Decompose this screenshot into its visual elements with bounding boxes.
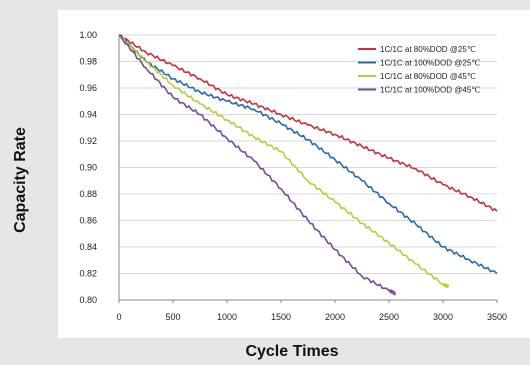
x-tick-label: 3000 [433, 312, 453, 322]
x-tick-label: 1500 [271, 312, 291, 322]
legend: 1C/1C at 80%DOD @25℃ 1C/1C at 100%DOD @25… [358, 45, 480, 95]
x-tick-label: 500 [165, 312, 180, 322]
y-tick-label: 0.82 [79, 269, 97, 279]
x-tick-label: 0 [116, 312, 121, 322]
x-tick-label: 1000 [217, 312, 237, 322]
series-line-3 [118, 34, 450, 288]
series-line-4 [118, 34, 397, 296]
y-tick-label: 0.86 [79, 216, 97, 226]
y-tick-label: 0.84 [79, 242, 97, 252]
y-tick-label: 0.92 [79, 136, 97, 146]
legend-label: 1C/1C at 100%DOD @45℃ [380, 86, 480, 95]
series-lines [118, 34, 498, 296]
y-axis-title: Capacity Rate [12, 127, 29, 233]
y-tick-label: 0.88 [79, 189, 97, 199]
y-tick-label: 0.98 [79, 57, 97, 67]
y-tick-label: 0.96 [79, 83, 97, 93]
chart-panel [58, 10, 530, 338]
legend-label: 1C/1C at 80%DOD @25℃ [380, 45, 476, 54]
series-line-1 [118, 34, 498, 212]
series-line-2 [118, 34, 498, 275]
tick-labels: 1.00 0.98 0.96 0.94 0.92 0.90 0.88 0.86 0.84 0.82… [79, 30, 507, 322]
x-tick-label: 3500 [487, 312, 507, 322]
legend-label: 1C/1C at 100%DOD @25℃ [380, 59, 480, 68]
x-tick-label: 2500 [379, 312, 399, 322]
x-tick-label: 2000 [325, 312, 345, 322]
y-tick-label: 0.94 [79, 110, 97, 120]
y-tick-label: 1.00 [79, 30, 97, 40]
legend-label: 1C/1C at 80%DOD @45℃ [380, 72, 476, 81]
y-tick-label: 0.90 [79, 163, 97, 173]
axes [118, 35, 498, 303]
x-axis-title: Cycle Times [245, 343, 338, 360]
y-tick-label: 0.80 [79, 295, 97, 305]
